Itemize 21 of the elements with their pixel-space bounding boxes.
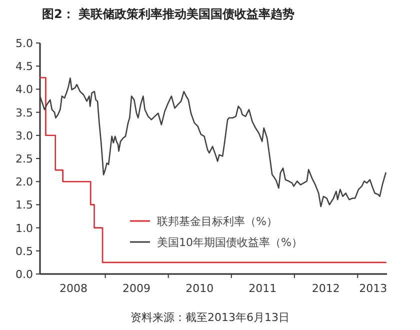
y-tick-label: 4.0 <box>16 83 33 96</box>
y-tick-label: 1.5 <box>16 198 33 212</box>
y-tick-label: 1.0 <box>16 222 33 235</box>
x-tick-label: 2013 <box>359 282 388 295</box>
x-tick-label: 2008 <box>60 282 88 295</box>
y-tick-label: 0.5 <box>16 244 33 258</box>
x-tick-label: 2012 <box>312 282 340 295</box>
chart-title: 图2： 美联储政策利率推动美国国债收益率趋势 <box>42 7 295 21</box>
x-tick-label: 2010 <box>186 282 214 295</box>
legend-label: 美国10年期国债收益率（%） <box>157 236 302 249</box>
text: 资料来源：截至2013年6月13日 <box>130 311 290 324</box>
y-tick-label: 4.5 <box>16 60 33 74</box>
x-tick-label: 2011 <box>248 282 277 295</box>
x-tick-label: 2009 <box>122 282 151 295</box>
y-tick-label: 2.5 <box>16 152 33 166</box>
y-tick-label: 3.5 <box>16 106 33 120</box>
y-tick-label: 5.0 <box>16 37 33 50</box>
y-tick-label: 3.0 <box>16 129 33 142</box>
y-tick-label: 0.0 <box>16 268 33 281</box>
y-tick-label: 2.0 <box>16 176 33 189</box>
legend-label: 联邦基金目标利率（%） <box>157 215 278 228</box>
